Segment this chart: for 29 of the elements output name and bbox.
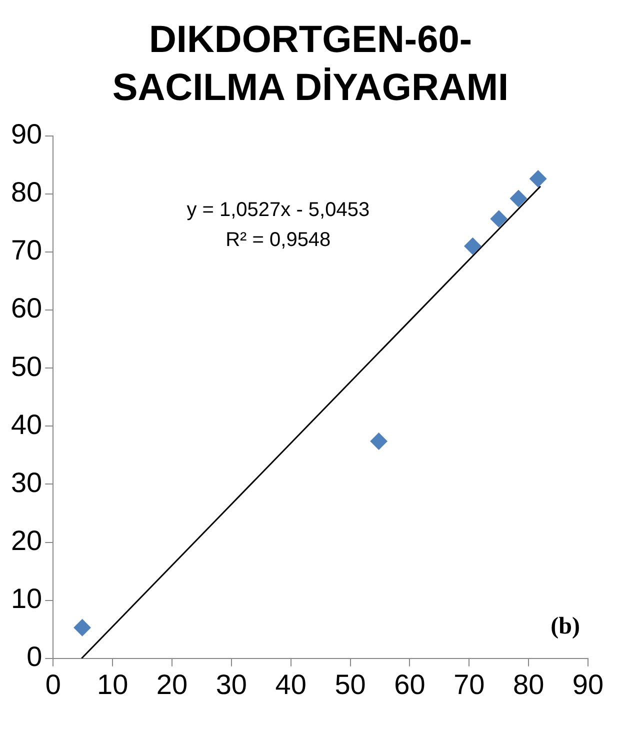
y-tick-label: 0 xyxy=(26,641,42,672)
y-tick-label: 30 xyxy=(10,466,42,498)
y-tick-label: 60 xyxy=(10,292,42,324)
annotation: R² = 0,9548 xyxy=(226,228,331,251)
chart-title: DIKDORTGEN-60- SACILMA DİYAGRAMI xyxy=(111,18,510,111)
x-tick-label: 50 xyxy=(334,668,366,700)
annotation: (b) xyxy=(550,613,580,640)
y-tick-label: 20 xyxy=(10,524,42,556)
point xyxy=(74,619,91,636)
x-tick-label: 70 xyxy=(454,668,485,700)
point xyxy=(510,190,527,208)
x-tick-label: 60 xyxy=(394,668,426,700)
point xyxy=(490,210,508,228)
x-tick-label: 20 xyxy=(156,668,188,700)
y-tick-label: 40 xyxy=(10,408,42,440)
x-tick-label: 10 xyxy=(96,668,128,700)
y-tick-label: 80 xyxy=(10,176,42,208)
x-tick-label: 40 xyxy=(275,668,306,700)
x-tick-label: 80 xyxy=(512,668,544,700)
annotation: y = 1,0527x - 5,0453 xyxy=(186,198,370,221)
y-tick-label: 10 xyxy=(10,583,42,614)
point xyxy=(370,432,388,450)
point xyxy=(530,170,547,188)
y-tick-label: 50 xyxy=(10,350,42,382)
x-tick-label: 90 xyxy=(572,668,604,700)
point xyxy=(464,238,482,255)
x-tick-label: 30 xyxy=(216,668,248,700)
y-tick-label: 90 xyxy=(10,118,42,150)
y-tick-label: 70 xyxy=(10,234,42,266)
